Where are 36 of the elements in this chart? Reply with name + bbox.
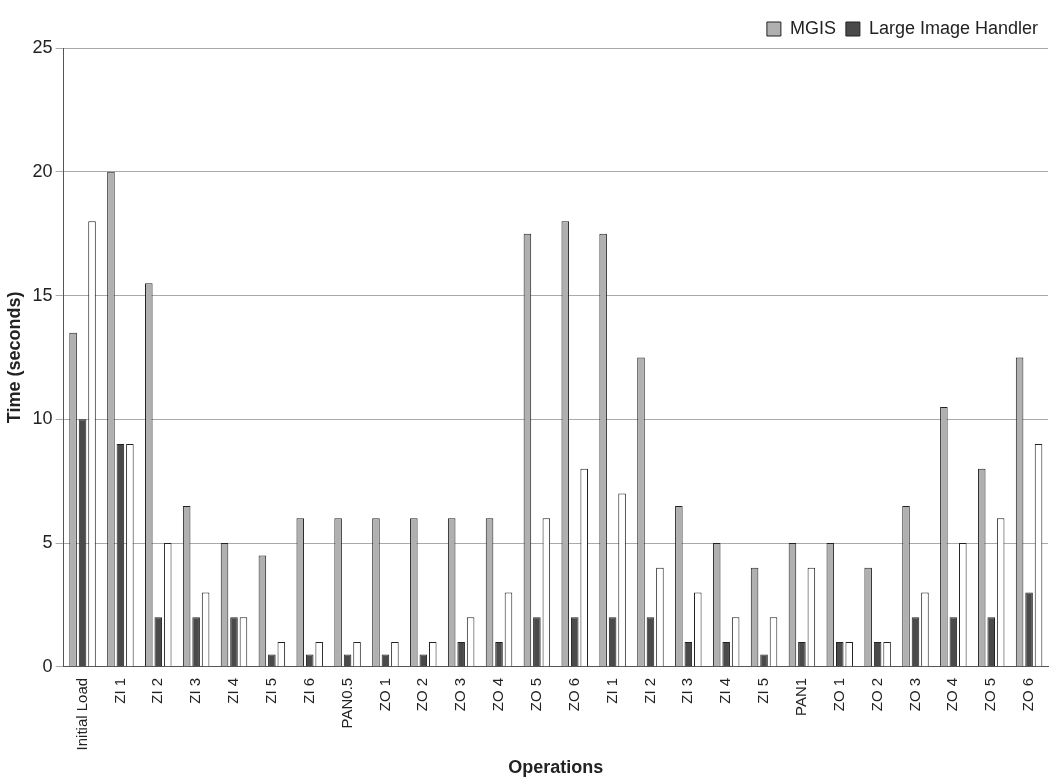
x-tick-label: ZO 4 xyxy=(943,677,961,712)
x-tick-label: ZO 4 xyxy=(489,677,507,712)
x-tick-label: ZO 6 xyxy=(564,677,582,712)
x-tick-label: ZI 6 xyxy=(299,677,317,704)
x-tick-label: ZI 1 xyxy=(110,677,128,704)
x-tick-label: ZO 1 xyxy=(375,677,393,712)
y-tick-label: 25 xyxy=(32,36,53,57)
y-tick-label: 20 xyxy=(32,160,53,181)
x-tick-label: ZI 3 xyxy=(678,677,696,704)
x-tick-label: Initial Load xyxy=(72,677,90,751)
x-tick-label: ZO 3 xyxy=(905,677,923,712)
x-tick-label: ZI 1 xyxy=(602,677,620,704)
x-tick-label: ZO 3 xyxy=(451,677,469,712)
y-tick-label: 10 xyxy=(32,408,53,429)
y-tick-label: 0 xyxy=(42,655,53,676)
x-tick-label: ZI 4 xyxy=(716,677,734,704)
x-tick-label: ZO 2 xyxy=(413,677,431,712)
x-tick-label: ZI 4 xyxy=(224,677,242,704)
x-tick-label: PAN1 xyxy=(792,677,810,716)
x-tick-label: ZO 2 xyxy=(867,677,885,712)
legend-label: Large Image Handler xyxy=(868,17,1039,38)
x-tick-label: ZI 5 xyxy=(754,677,772,704)
y-tick-label: 5 xyxy=(42,532,53,553)
x-tick-label: ZO 1 xyxy=(829,677,847,712)
x-tick-label: ZI 2 xyxy=(640,677,658,704)
x-tick-label: ZI 5 xyxy=(262,677,279,704)
legend-label: MGIS xyxy=(789,17,836,38)
y-axis-title: Time (seconds) xyxy=(3,291,24,424)
y-tick-label: 15 xyxy=(32,284,53,305)
x-tick-label: ZO 6 xyxy=(1019,677,1037,712)
x-tick-label: PAN0.5 xyxy=(337,677,355,729)
x-tick-label: ZI 2 xyxy=(148,677,166,704)
x-tick-label: ZI 3 xyxy=(186,677,204,704)
x-axis-title: Operations xyxy=(508,757,604,778)
x-tick-label: ZO 5 xyxy=(527,677,545,712)
x-tick-label: ZO 5 xyxy=(981,677,999,712)
